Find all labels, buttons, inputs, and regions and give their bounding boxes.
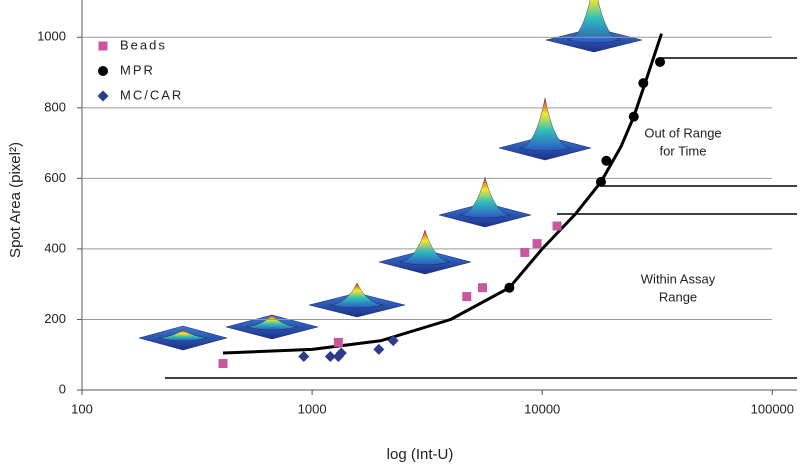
x-tick-label: 100000 — [751, 401, 794, 416]
data-point — [298, 350, 310, 362]
legend-marker — [98, 66, 108, 76]
x-tick-label: 1000 — [298, 401, 327, 416]
legend-marker — [97, 90, 109, 102]
surface-peak — [459, 176, 511, 219]
legend-label: MPR — [120, 62, 155, 77]
data-point — [335, 347, 347, 359]
data-point — [595, 176, 606, 187]
annotation: Out of Range — [644, 125, 721, 140]
data-point — [387, 335, 399, 347]
annotation: for Time — [660, 143, 707, 158]
data-point — [655, 56, 666, 67]
surface-peak — [519, 97, 571, 152]
annotation: Range — [659, 289, 697, 304]
x-axis-title: log (Int-U) — [387, 446, 454, 463]
data-point — [601, 155, 612, 166]
y-tick-label: 400 — [44, 240, 66, 255]
surface-peak — [330, 282, 384, 309]
annotation: Within Assay — [641, 271, 716, 286]
data-point — [504, 282, 515, 293]
y-tick-label: 1000 — [37, 29, 66, 44]
data-point — [520, 247, 530, 257]
data-point — [552, 221, 562, 231]
data-point — [477, 283, 487, 293]
y-tick-label: 600 — [44, 170, 66, 185]
data-point — [333, 337, 343, 347]
data-point — [462, 292, 472, 302]
legend-marker — [98, 41, 108, 51]
surface-plots — [138, 0, 643, 351]
x-tick-label: 10000 — [524, 401, 560, 416]
legend-label: MC/CAR — [120, 87, 183, 102]
x-tick-label: 100 — [71, 401, 93, 416]
y-tick-label: 800 — [44, 99, 66, 114]
y-tick-label: 0 — [59, 381, 66, 396]
data-point — [373, 343, 385, 355]
data-point — [324, 350, 336, 362]
data-point — [218, 359, 228, 369]
data-point — [628, 111, 639, 122]
surface-peak — [246, 314, 298, 331]
legend-label: Beads — [120, 37, 167, 52]
fit-curve — [222, 33, 663, 355]
data-point — [532, 239, 542, 249]
data-point — [638, 78, 649, 89]
surface-peak — [567, 0, 621, 44]
y-axis-title: Spot Area (pixel²) — [7, 142, 24, 258]
y-tick-label: 200 — [44, 311, 66, 326]
surface-peak — [399, 229, 451, 266]
surface-peak — [158, 329, 208, 342]
